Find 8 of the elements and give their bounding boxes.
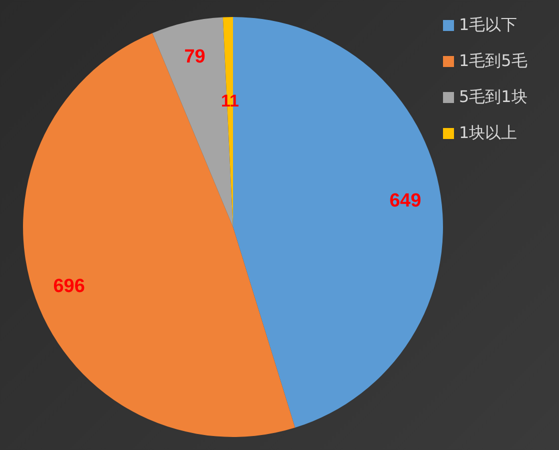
pie-slice <box>23 33 296 437</box>
legend-label: 1毛以下 <box>459 14 518 36</box>
legend-label: 5毛到1块 <box>459 86 528 108</box>
data-label: 79 <box>184 46 206 68</box>
data-label: 696 <box>53 276 85 297</box>
legend-label: 1毛到5毛 <box>459 50 528 72</box>
legend-label: 1块以上 <box>459 122 518 144</box>
data-label: 649 <box>389 190 422 212</box>
